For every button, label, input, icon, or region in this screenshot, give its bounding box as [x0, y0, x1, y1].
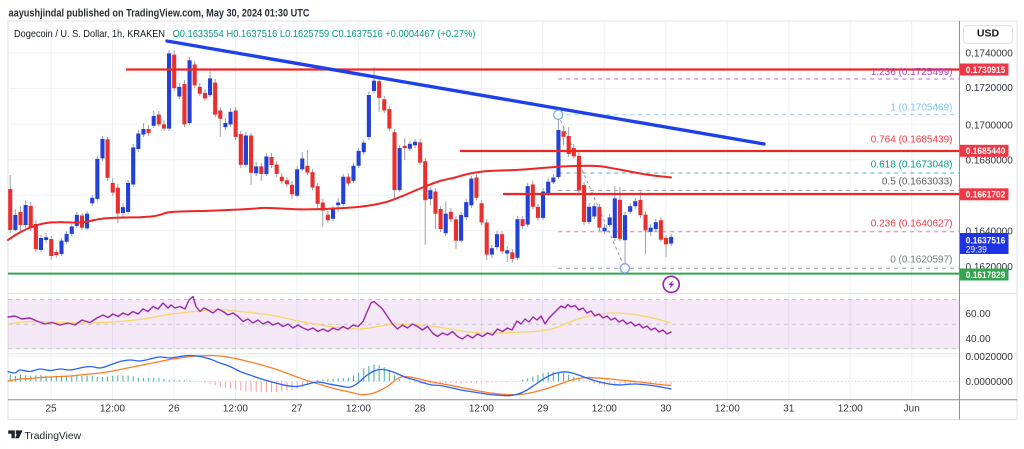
svg-text:0.1700000: 0.1700000	[966, 121, 1014, 132]
svg-text:29: 29	[537, 404, 549, 415]
svg-text:0.1620000: 0.1620000	[966, 262, 1014, 273]
svg-text:0.618 (0.1673048): 0.618 (0.1673048)	[871, 160, 953, 171]
svg-text:O0.1633554 H0.1637516 L0.16257: O0.1633554 H0.1637516 L0.1625759 C0.1637…	[173, 28, 476, 40]
svg-text:31: 31	[783, 404, 795, 415]
svg-text:1 (0.1705469): 1 (0.1705469)	[890, 103, 952, 114]
svg-text:0.1640000: 0.1640000	[966, 227, 1014, 238]
svg-text:TradingView: TradingView	[25, 430, 82, 442]
svg-text:12:00: 12:00	[469, 404, 494, 415]
svg-text:0.0000000: 0.0000000	[966, 377, 1014, 388]
svg-text:29:39: 29:39	[966, 244, 987, 254]
svg-text:28: 28	[414, 404, 426, 415]
svg-text:0.1685440: 0.1685440	[966, 146, 1006, 157]
svg-text:12:00: 12:00	[592, 404, 617, 415]
svg-text:0.764 (0.1685439): 0.764 (0.1685439)	[871, 135, 953, 146]
svg-text:1.236 (0.1725499): 1.236 (0.1725499)	[871, 67, 953, 78]
svg-text:60.00: 60.00	[966, 309, 991, 320]
svg-text:0.0020000: 0.0020000	[966, 352, 1014, 363]
svg-text:25: 25	[45, 404, 57, 415]
svg-text:27: 27	[291, 404, 303, 415]
svg-text:12:00: 12:00	[838, 404, 863, 415]
svg-text:40.00: 40.00	[966, 334, 991, 345]
svg-text:12:00: 12:00	[223, 404, 248, 415]
svg-text:0.1720000: 0.1720000	[966, 83, 1014, 94]
svg-text:12:00: 12:00	[346, 404, 371, 415]
svg-text:12:00: 12:00	[100, 404, 125, 415]
svg-text:aayushjindal published on Trad: aayushjindal published on TradingView.co…	[9, 8, 310, 20]
svg-text:0.5 (0.1663033): 0.5 (0.1663033)	[882, 177, 953, 188]
svg-text:0.1730915: 0.1730915	[966, 65, 1006, 76]
svg-text:USD: USD	[977, 28, 1000, 40]
svg-text:Jun: Jun	[904, 404, 920, 415]
svg-text:0.1661702: 0.1661702	[966, 190, 1006, 201]
svg-text:12:00: 12:00	[715, 404, 740, 415]
svg-text:0.1740000: 0.1740000	[966, 49, 1014, 60]
svg-text:0 (0.1620597): 0 (0.1620597)	[890, 255, 952, 266]
svg-text:0.1637516: 0.1637516	[966, 236, 1006, 247]
svg-text:0.1617829: 0.1617829	[966, 270, 1006, 281]
svg-text:0.236 (0.1640627): 0.236 (0.1640627)	[871, 219, 953, 230]
svg-text:30: 30	[660, 404, 672, 415]
svg-text:0.1680000: 0.1680000	[966, 156, 1014, 167]
svg-text:Dogecoin / U. S. Dollar, 1h, K: Dogecoin / U. S. Dollar, 1h, KRAKEN	[14, 28, 165, 40]
svg-text:26: 26	[168, 404, 180, 415]
